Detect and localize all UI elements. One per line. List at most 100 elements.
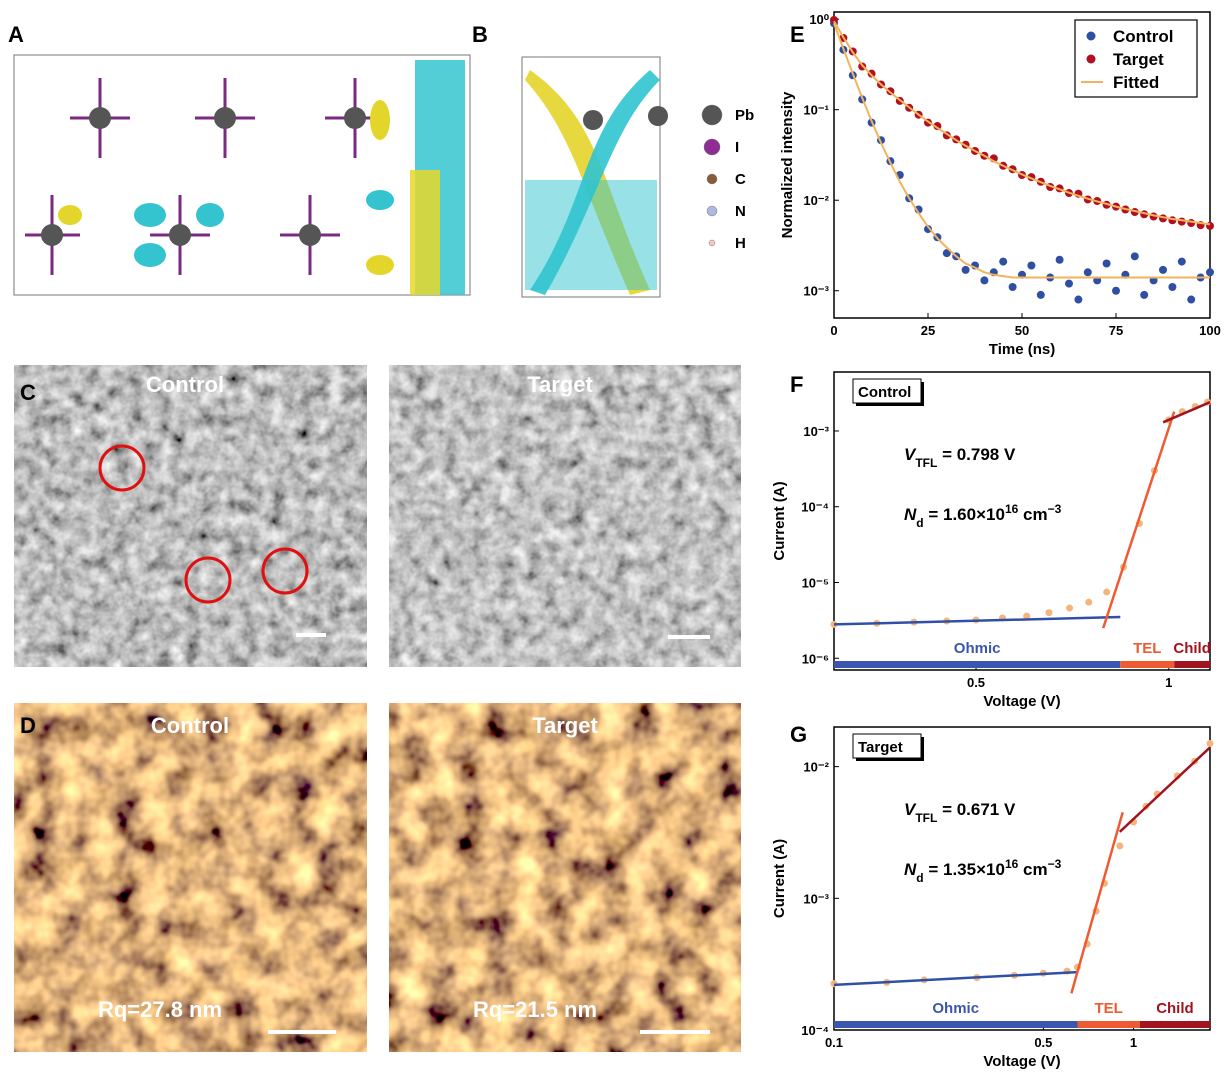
fit-line [833,22,1210,279]
structure-a [13,54,471,296]
data-point [1206,268,1214,277]
x-tick-label: 0 [830,323,837,338]
legend-symbol [1086,54,1096,64]
fit-line [1162,401,1211,424]
structure-b [521,56,668,298]
sem-images [14,365,741,667]
data-point [830,15,838,24]
legend-symbol [706,173,718,185]
panel-label: C [20,380,36,405]
panel-label: A [8,22,24,47]
y-tick-label: 10⁻² [803,193,829,208]
x-axis-label: Time (ns) [989,341,1055,358]
annotation: Nd = 1.60×1016 cm−3 [904,502,1062,530]
region-bar [834,1021,1078,1028]
annotation-part: = 1.60×10 [924,505,1005,524]
chart: 0.5 1 10⁻⁶ 10⁻⁵ 10⁻⁴ 10⁻³ Voltage (V) Current (… [771,371,1212,710]
legend-label: Fitted [1113,73,1159,92]
region-label: TEL [1095,1000,1123,1017]
panel-label: F [790,372,803,397]
fit-line [833,615,1121,626]
data-point [867,69,876,78]
legend-label: Target [1113,50,1164,69]
data-point [1102,259,1111,268]
annotation-part: = 1.35×10 [924,860,1005,879]
legend-label: N [735,203,746,220]
legend-label: I [735,139,739,156]
chart: 0 25 50 75 100 10⁻³ 10⁻² 10⁻¹ 10⁰ Time (ns) Normal… [779,11,1221,358]
label-box [852,378,922,404]
x-tick-label: 0.5 [1034,1035,1052,1050]
annotation-part: −3 [1048,857,1062,871]
fit-line [1070,811,1124,994]
panel-label: E [790,22,805,47]
panel-label: B [472,22,488,47]
plot-frame [833,371,1211,671]
region-bar [1120,661,1175,668]
data-point [942,249,951,258]
data-point [1130,252,1139,261]
data-point [980,276,989,285]
region-label: Ohmic [932,1000,979,1017]
annotation-part: TFL [915,456,937,470]
data-point [1023,612,1031,620]
legend-symbol [708,239,716,247]
data-point [999,257,1008,266]
data-point [1045,609,1053,617]
region-label: Child [1173,640,1211,657]
region-label: Child [1156,1000,1194,1017]
y-axis-label: Normalized intensity [779,91,796,238]
data-point [1074,295,1083,304]
data-point [1065,279,1073,288]
annotation-part: N [904,505,917,524]
roughness-label: Rq=21.5 nm [473,997,597,1022]
y-tick-label: 10⁰ [809,12,829,27]
region-bar [1174,661,1210,668]
plot-frame [833,726,1211,1031]
data-point [1168,283,1177,292]
data-point [1008,283,1017,292]
region-bar [1139,1021,1210,1028]
annotation-part: d [916,516,923,530]
legend-label: Control [1113,27,1173,46]
y-axis-label: Current (A) [771,839,788,918]
annotation-part: −3 [1048,502,1062,516]
y-tick-label: 10⁻³ [803,424,829,439]
data-point [1177,257,1186,266]
y-tick-label: 10⁻¹ [803,103,829,118]
annotation-part: TFL [915,811,937,825]
data-point [1103,588,1111,596]
fit-line [1118,746,1211,833]
annotation-part: 16 [1005,857,1019,871]
y-tick-label: 10⁻⁶ [802,651,829,666]
annotation-part: N [904,860,917,879]
data-point [1027,261,1036,270]
region-bar [834,661,1121,668]
image-label: Target [532,713,598,738]
data-point [1036,290,1045,299]
data-point [1206,739,1214,747]
data-point [1085,598,1093,606]
fit-line [833,20,1211,226]
y-tick-label: 10⁻² [803,760,829,775]
region-label: TEL [1133,640,1161,657]
chart-label: Control [858,384,911,401]
legend-symbol [706,205,718,217]
annotation-part: cm [1018,505,1047,524]
annotation: Nd = 1.35×1016 cm−3 [904,857,1062,885]
region-bar [1077,1021,1140,1028]
x-tick-label: 50 [1015,323,1029,338]
y-tick-label: 10⁻³ [803,284,829,299]
chart-label: Target [858,739,903,756]
image-label: Control [151,713,229,738]
data-point [961,265,970,274]
image-label: Control [146,372,224,397]
data-point [1140,290,1149,299]
annotation-part: V [904,800,917,819]
x-tick-label: 0.5 [967,675,985,690]
data-point [1187,295,1196,304]
annotation-part: cm [1018,860,1047,879]
annotation: VTFL = 0.671 V [904,800,1016,825]
annotation-part: V [904,445,917,464]
image-label: Target [527,372,593,397]
